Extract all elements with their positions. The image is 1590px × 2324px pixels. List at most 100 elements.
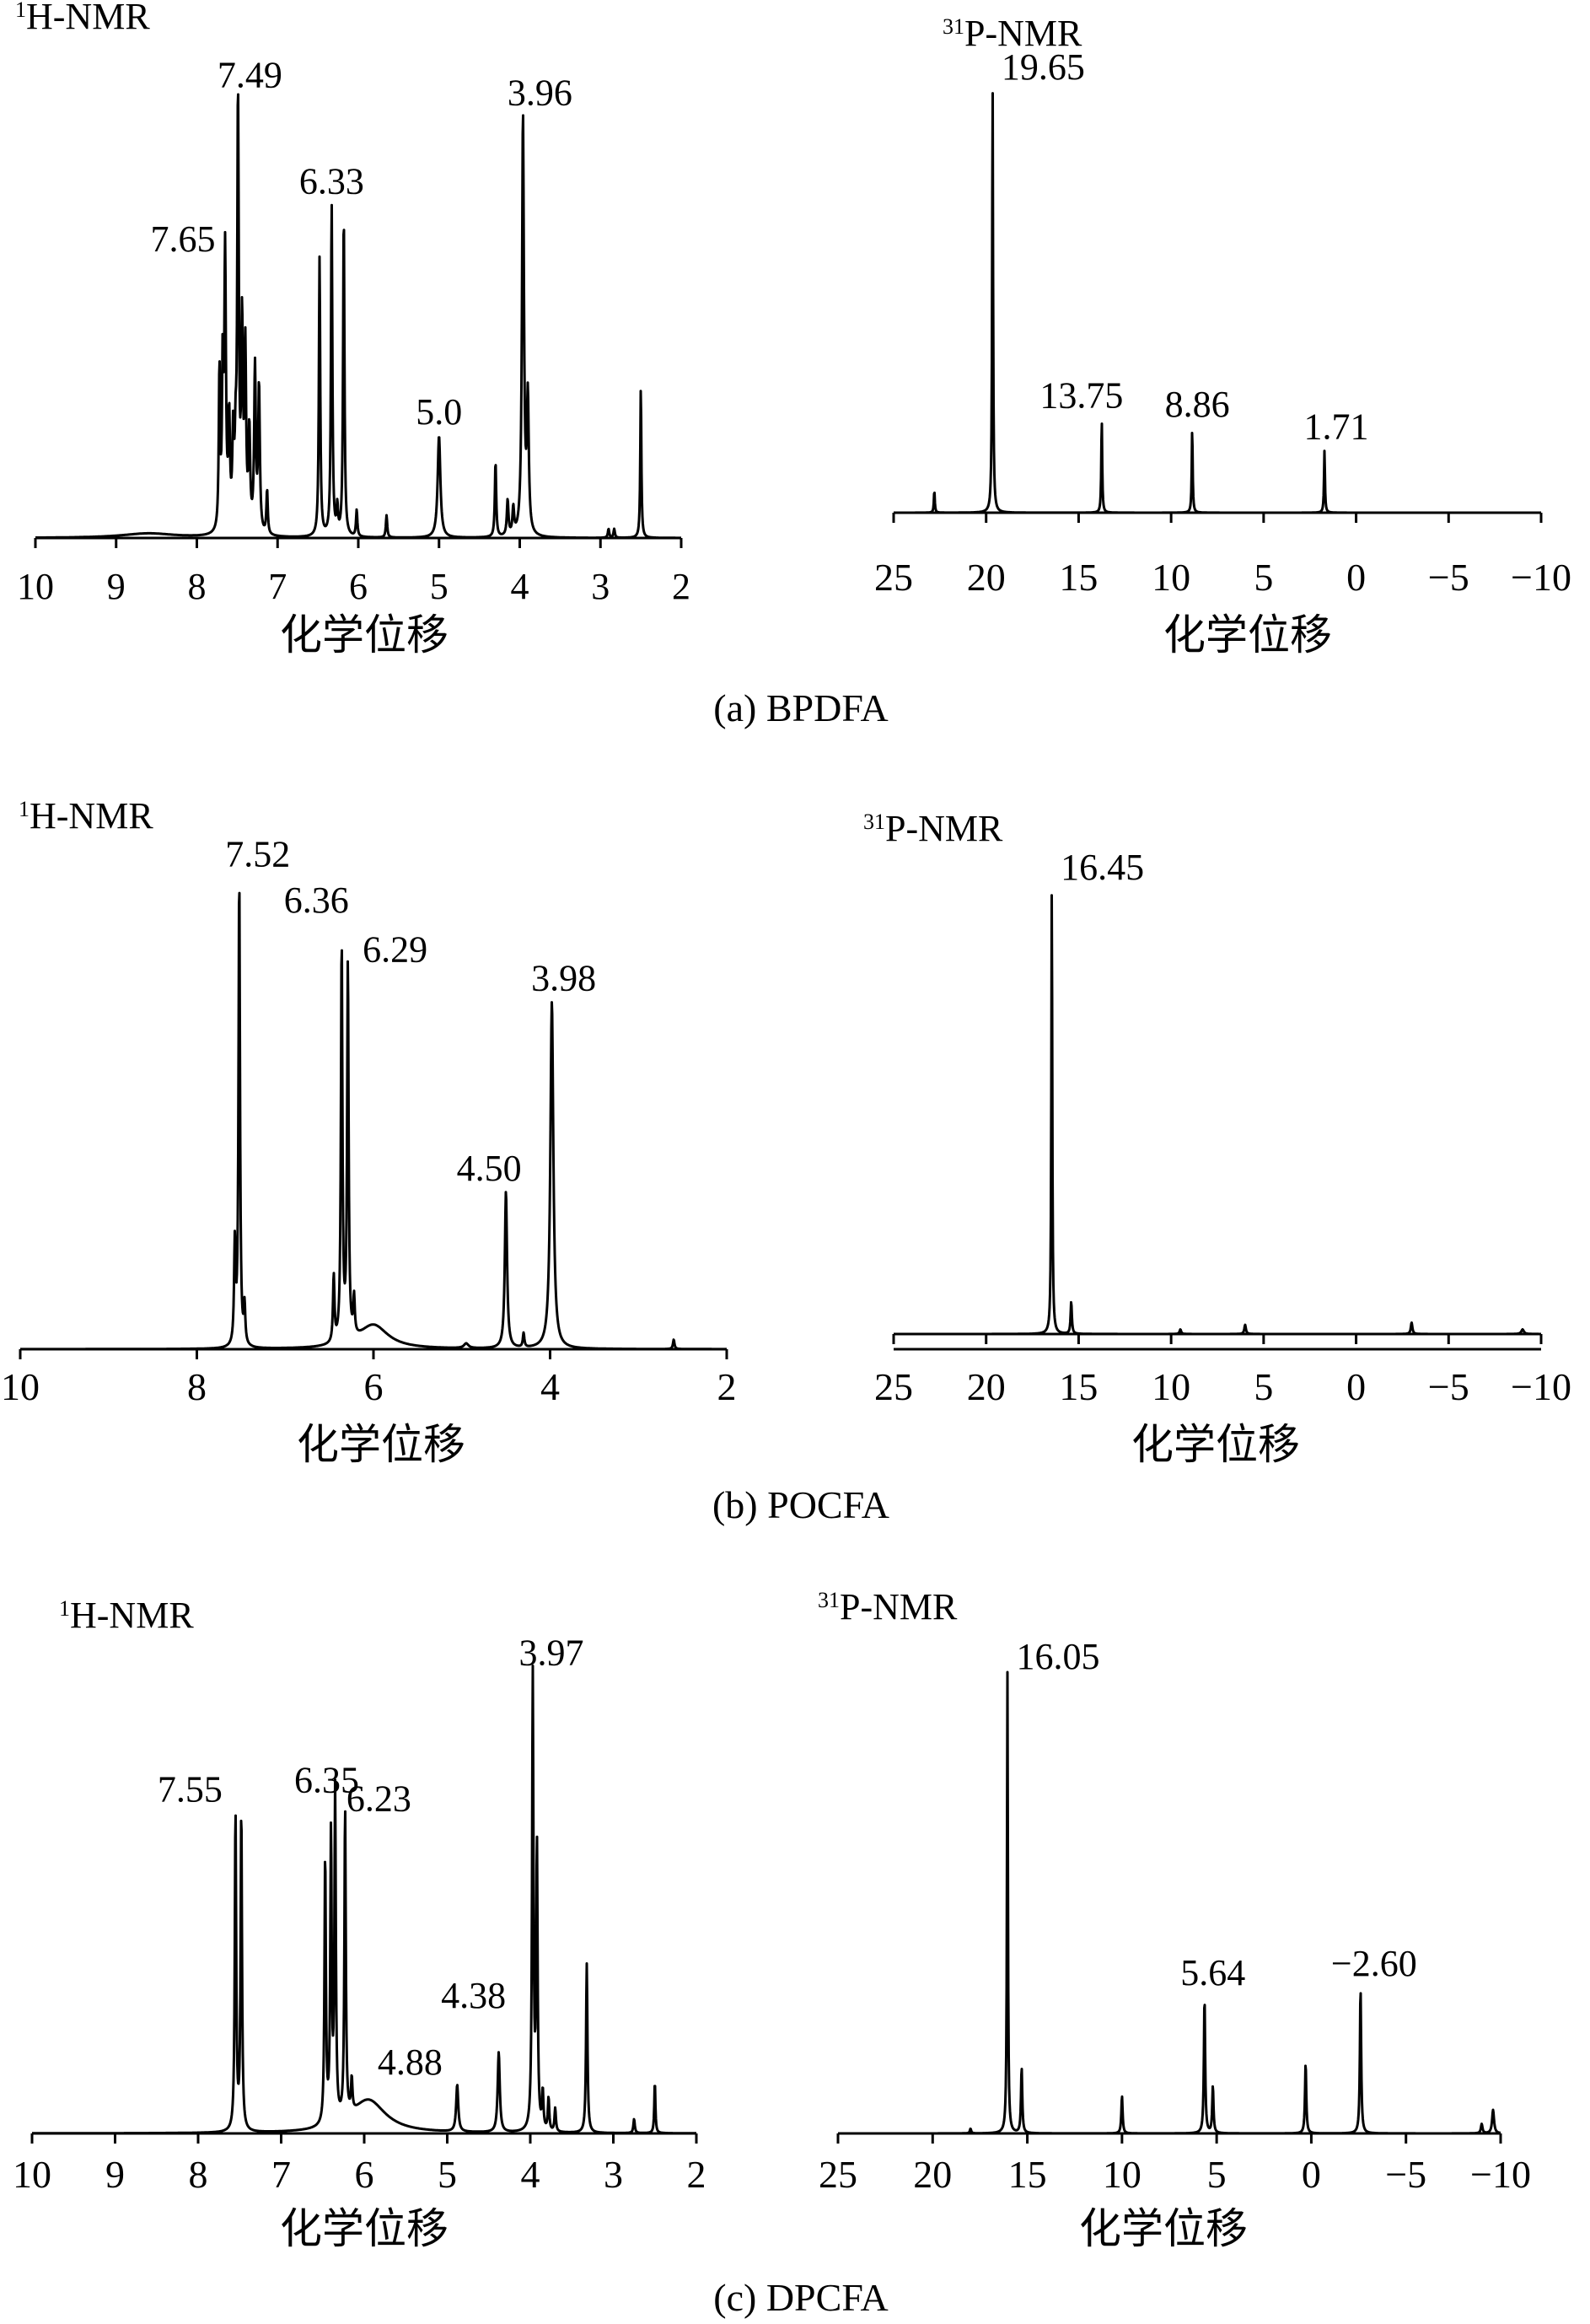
x-tick-label: 8 [188,566,207,607]
x-tick-label: 3 [604,2153,623,2196]
x-axis-title: 化学位移 [1131,1420,1300,1469]
x-tick-label: 15 [1008,2153,1047,2196]
title-main: H-NMR [30,795,153,837]
x-tick-label: 10 [1152,556,1190,599]
x-tick-label: 15 [1059,556,1098,599]
x-tick-label: 9 [107,566,126,607]
peak-label: 7.65 [151,218,216,260]
x-tick-label: 10 [1103,2153,1141,2196]
x-tick-label: 6 [355,2153,374,2196]
spectrum-trace [893,894,1542,1336]
title-superscript: 1 [19,797,30,821]
x-tick-label: −10 [1511,556,1571,599]
peak-label: 5.64 [1180,1952,1245,1993]
x-axis-title: 化学位移 [1163,611,1332,659]
peak-label: 1.71 [1304,406,1369,447]
peak-label: 3.97 [518,1633,583,1674]
x-tick-label: 20 [967,1365,1006,1408]
peak-label: 6.33 [299,161,364,202]
peak-label: 4.50 [457,1148,522,1189]
x-tick-label: 5 [430,566,449,607]
x-tick-label: 4 [511,566,529,607]
peak-label: 6.36 [284,880,349,921]
x-tick-label: 0 [1302,2153,1321,2196]
row-c-h-nmr-panel: 1H-NMR 10 9 8 7 6 5 4 3 2 7.55 6.356.23 4.88 4.38 3.… [13,1595,706,2253]
title-superscript: 1 [15,0,26,22]
x-tick-label: 10 [13,2153,51,2196]
x-axis-title: 化学位移 [1079,2204,1248,2253]
row-a-p-nmr-panel: 31P-NMR 25 20 15 10 5 0 −5 −10 19.65 13.75 8.86 1.… [874,13,1571,659]
title-superscript: 31 [863,810,885,834]
caption-a: (a) BPDFA [713,686,888,729]
x-axis-title: 化学位移 [297,1420,465,1469]
row-c-p-nmr-panel: 31P-NMR 25 20 15 10 5 0 −5 −10 16.05 5.64 −2.60 化… [818,1586,1531,2253]
peak-labels: 19.65 13.75 8.86 1.71 [1002,46,1369,448]
x-tick-label: 10 [1,1365,40,1408]
x-tick-label: 5 [1254,556,1273,599]
x-tick-label: 25 [874,1365,913,1408]
spectrum-trace [893,92,1542,514]
x-axis-title: 化学位移 [280,611,449,659]
spectrum-trace [31,1665,697,2135]
peak-labels: 7.55 6.356.23 4.88 4.38 3.97 [158,1633,584,2083]
spectrum-trace [837,1670,1501,2135]
x-tick-label: 7 [271,2153,291,2196]
x-ticks: 25 20 15 10 5 0 −5 −10 [874,513,1571,599]
title-main: H-NMR [26,0,150,37]
x-tick-label: 10 [1152,1365,1190,1408]
x-tick-label: 5 [1254,1365,1273,1408]
peak-label: 3.96 [508,72,572,113]
title-superscript: 1 [59,1596,70,1621]
x-tick-label: −5 [1428,556,1469,599]
x-tick-label: 15 [1059,1365,1098,1408]
peak-labels: 7.65 7.49 6.33 5.0 3.96 [151,54,572,433]
x-tick-label: 2 [717,1365,737,1408]
x-tick-label: 25 [819,2153,857,2196]
peak-label: 6.23 [346,1778,411,1820]
x-tick-label: 6 [364,1365,384,1408]
panel-title: 1H-NMR [59,1595,194,1636]
x-ticks: 10 9 8 7 6 5 4 3 2 [17,538,690,607]
x-tick-label: 10 [17,566,54,607]
x-tick-label: 8 [189,2153,208,2196]
title-main: P-NMR [964,13,1082,54]
x-tick-label: 0 [1346,556,1366,599]
title-superscript: 31 [943,14,964,39]
x-tick-label: 20 [967,556,1006,599]
peak-label: 6.29 [363,928,427,970]
peak-label: 6.35 [294,1759,359,1800]
peak-label: 16.45 [1061,847,1144,888]
x-tick-label: 3 [591,566,610,607]
title-superscript: 31 [818,1588,840,1612]
x-tick-label: 8 [187,1365,207,1408]
x-tick-label: 5 [438,2153,457,2196]
peak-label: 3.98 [531,957,596,998]
row-b-h-nmr-panel: 1H-NMR 10 8 6 4 2 7.52 6.36 6.29 4.50 3.98 化学位移 [1,795,737,1469]
x-tick-label: −10 [1470,2153,1531,2196]
peak-label: 16.05 [1016,1636,1099,1677]
peak-label: 7.55 [158,1769,223,1810]
peak-labels: 7.52 6.36 6.29 4.50 3.98 [225,834,596,1189]
peak-label: 7.52 [225,834,290,875]
peak-label: 5.0 [416,391,462,433]
x-tick-label: 7 [268,566,287,607]
x-tick-label: 6 [349,566,368,607]
x-tick-label: 4 [540,1365,560,1408]
x-tick-label: 0 [1346,1365,1366,1408]
caption-c: (c) DPCFA [713,2276,888,2319]
panel-title: 1H-NMR [15,0,150,37]
x-tick-label: 4 [521,2153,540,2196]
title-main: P-NMR [885,808,1003,849]
peak-labels: 16.05 5.64 −2.60 [1016,1636,1416,1993]
x-tick-label: 25 [874,556,913,599]
peak-label: 7.49 [218,54,282,95]
row-a-h-nmr-panel: 1H-NMR 10 9 8 7 6 5 4 3 2 7.65 7.49 6.33 5.0 3.96 化学… [15,0,690,659]
x-tick-label: −10 [1511,1365,1571,1408]
peak-label: 4.38 [441,1975,506,2016]
title-main: H-NMR [70,1595,194,1636]
x-tick-label: 2 [672,566,690,607]
x-axis-title: 化学位移 [280,2204,449,2253]
x-tick-label: 5 [1207,2153,1227,2196]
peak-label: 4.88 [378,2042,443,2083]
